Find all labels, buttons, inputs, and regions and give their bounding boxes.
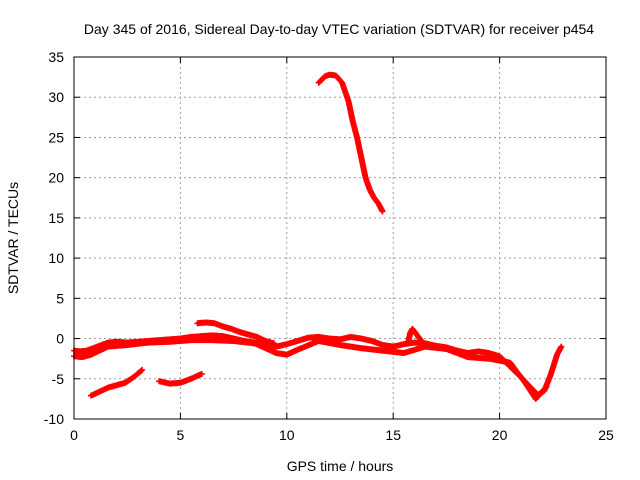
series-arc-high-dip xyxy=(315,71,386,215)
y-tick-label: 15 xyxy=(48,210,64,226)
series-arc-offset xyxy=(194,319,278,347)
x-tick-label: 25 xyxy=(598,427,614,443)
y-tick-label: 10 xyxy=(48,250,64,266)
y-tick-label: 20 xyxy=(48,170,64,186)
x-tick-label: 20 xyxy=(492,427,508,443)
y-tick-label: -5 xyxy=(52,371,65,387)
x-tick-label: 15 xyxy=(385,427,401,443)
data-points xyxy=(71,71,565,402)
y-axis-label: SDTVAR / TECUs xyxy=(5,182,21,294)
data-point xyxy=(379,208,386,215)
x-tick-label: 10 xyxy=(279,427,295,443)
data-point xyxy=(198,370,205,377)
data-point xyxy=(542,384,549,391)
y-tick-label: -10 xyxy=(44,411,64,427)
grid-lines xyxy=(74,57,606,419)
data-point xyxy=(543,383,550,390)
x-tick-label: 0 xyxy=(70,427,78,443)
data-point xyxy=(417,337,424,344)
series-arc-spike xyxy=(405,325,424,346)
data-point xyxy=(138,367,145,374)
data-point xyxy=(139,366,146,373)
data-point xyxy=(271,340,278,347)
y-tick-label: 30 xyxy=(48,89,64,105)
y-tick-label: 35 xyxy=(48,49,64,65)
x-tick-label: 5 xyxy=(177,427,185,443)
y-tick-label: 25 xyxy=(48,129,64,145)
y-tick-label: 0 xyxy=(56,331,64,347)
plot-frame xyxy=(73,56,607,420)
series-arc-main-spread xyxy=(71,337,550,402)
data-point xyxy=(558,343,565,350)
y-tick-label: 5 xyxy=(56,290,64,306)
x-axis-label: GPS time / hours xyxy=(287,458,394,474)
chart-title: Day 345 of 2016, Sidereal Day-to-day VTE… xyxy=(84,21,594,37)
series-arc-low-2 xyxy=(156,370,205,387)
series-arc-low-1 xyxy=(88,366,146,399)
